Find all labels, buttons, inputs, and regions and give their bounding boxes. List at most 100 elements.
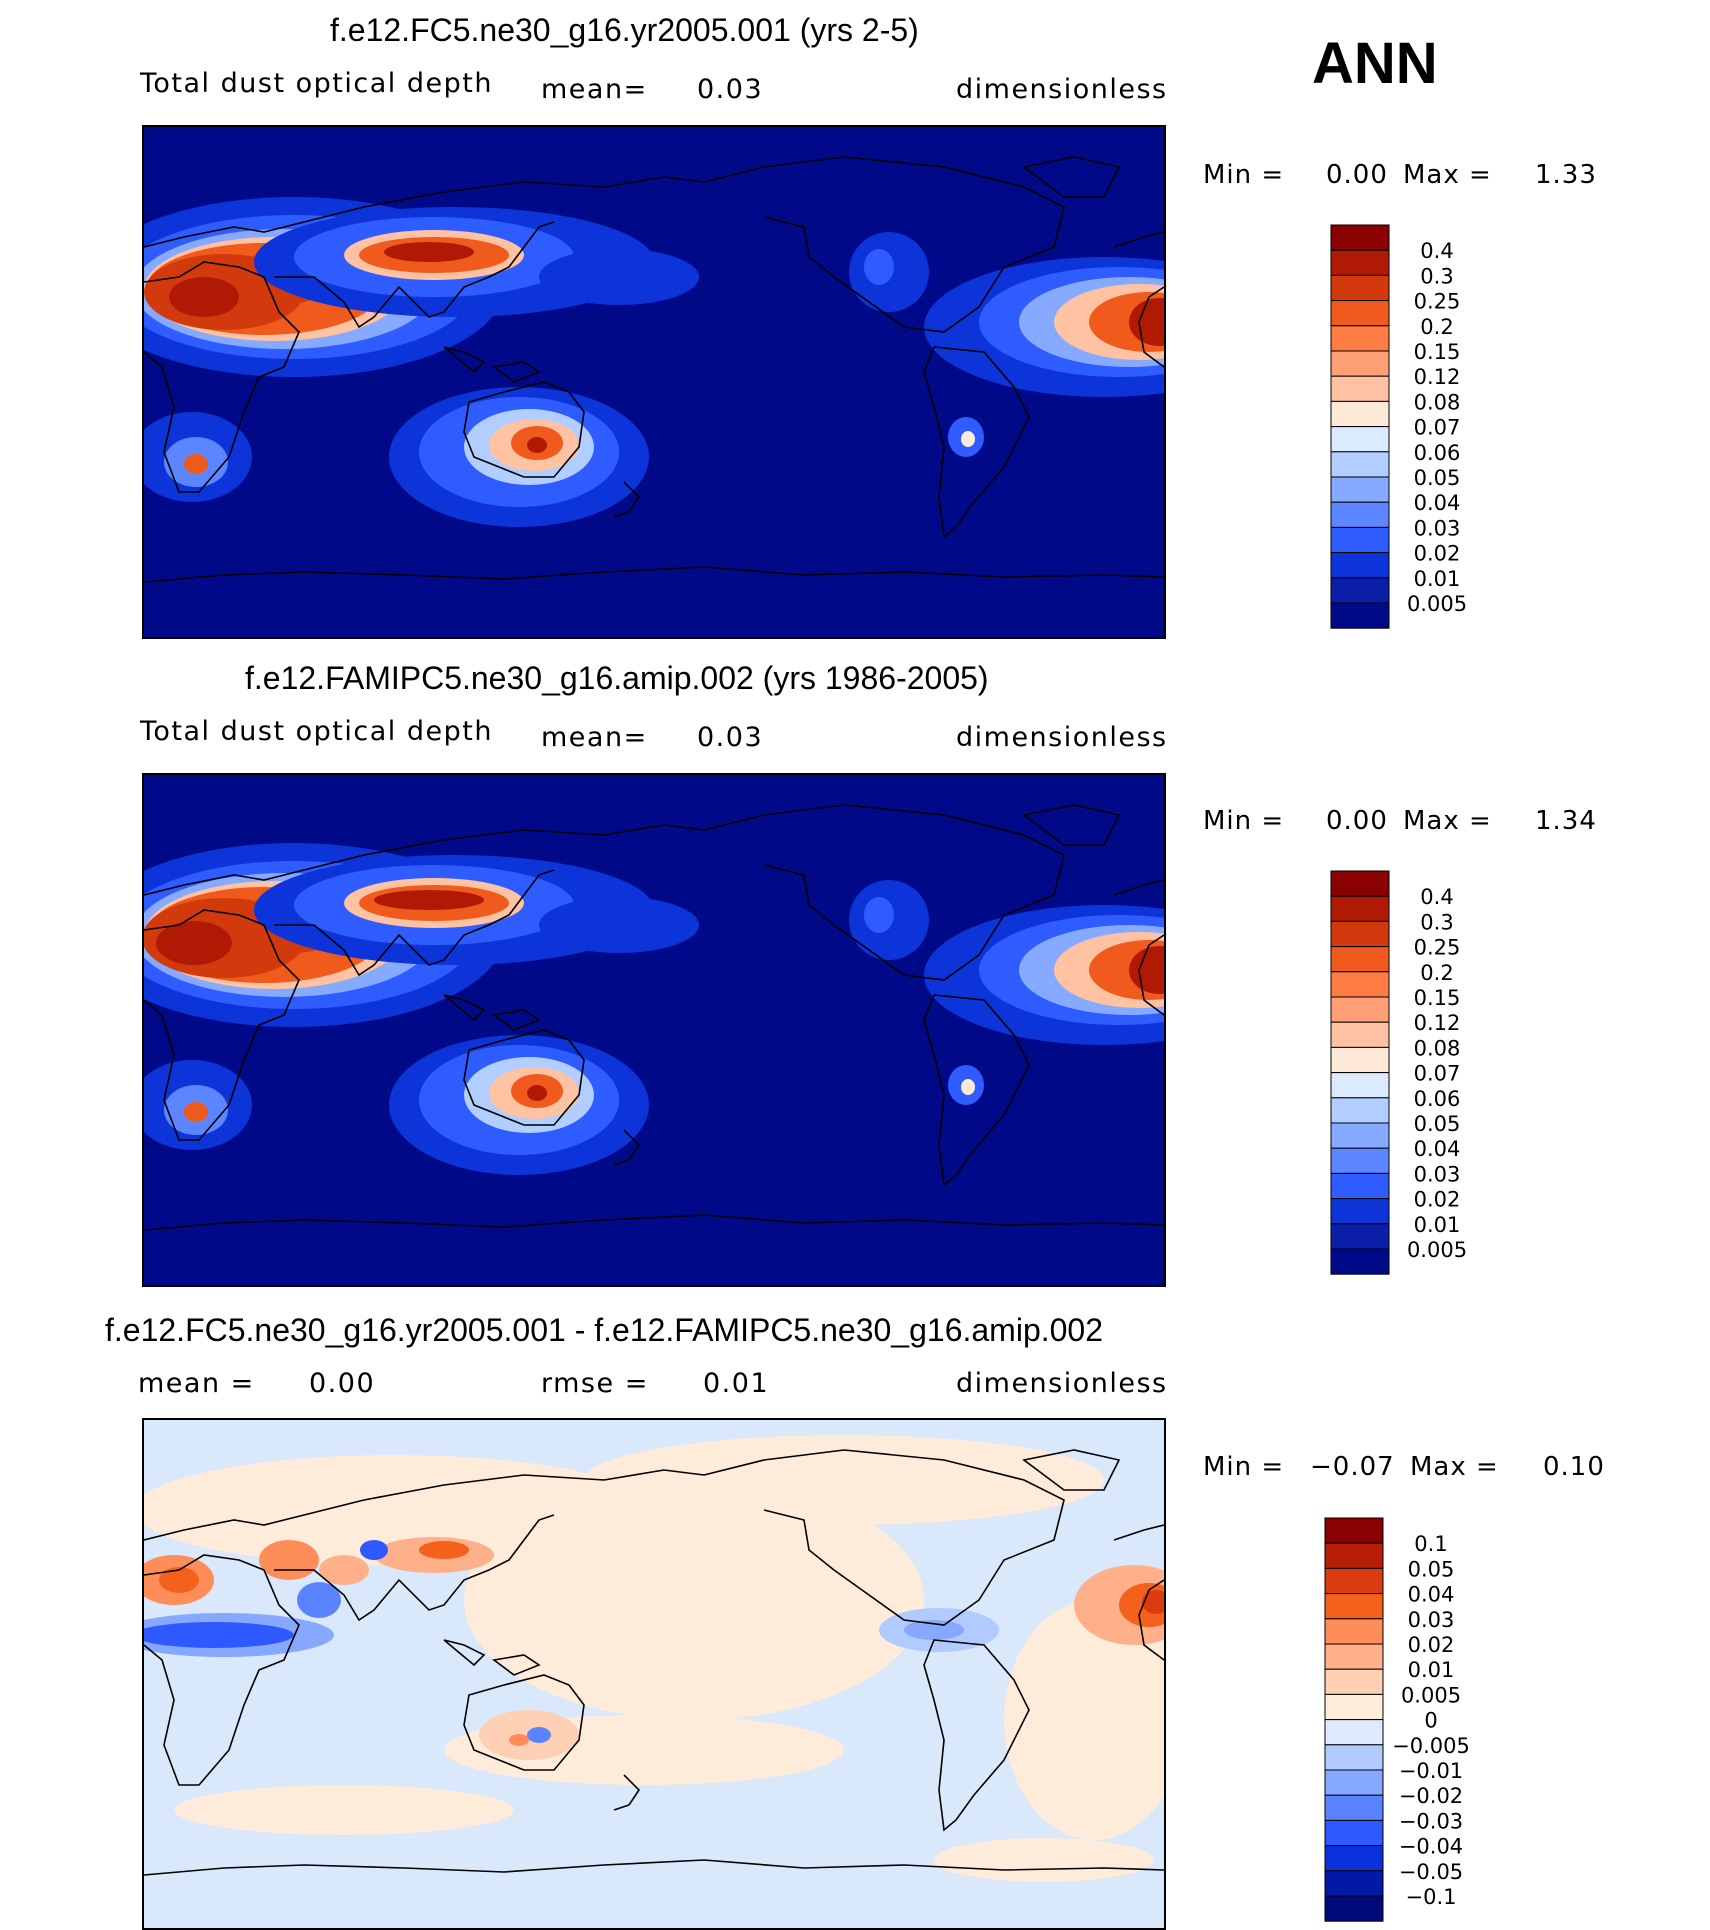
colorbar-swatch [1330,920,1390,948]
colorbar-tick-label: 0.4 [1420,885,1453,909]
colorbar-swatch [1330,1248,1390,1275]
panel3-rmse-label: rmse = [541,1368,649,1399]
colorbar-swatch [1324,1567,1384,1595]
colorbar-tick-label: 0.005 [1407,592,1467,616]
colorbar-tick-label: 0.15 [1414,986,1461,1010]
colorbar-swatch [1330,1046,1390,1074]
colorbar-tick-label: 0.02 [1414,1188,1461,1212]
colorbar-tick-label: 0.005 [1407,1238,1467,1262]
colorbar-tick-label: 0 [1424,1709,1437,1733]
colorbar-tick-label: 0.3 [1420,264,1453,288]
colorbar-swatch [1330,1172,1390,1200]
colorbar-swatch [1324,1794,1384,1821]
colorbar-swatch [1330,501,1390,528]
colorbar-swatch [1324,1845,1384,1872]
dust-field [144,843,1164,1175]
colorbar-tick-label: −0.1 [1406,1885,1457,1909]
colorbar-swatch [1324,1819,1384,1847]
colorbar-tick-label: 0.02 [1414,542,1461,566]
panel3-max-value: 0.10 [1543,1452,1605,1482]
colorbar-swatch [1324,1744,1384,1771]
colorbar-swatch [1330,602,1390,629]
colorbar-tick-label: 0.07 [1414,1062,1461,1086]
colorbar-swatch [1324,1769,1384,1796]
colorbar-tick-label: 0.4 [1420,239,1453,263]
colorbar-swatch [1330,325,1390,352]
panel1-variable-label: Total dust optical depth [140,68,493,99]
colorbar-tick-label: 0.03 [1408,1608,1455,1632]
colorbar-swatch [1324,1643,1384,1670]
panel3-map [142,1418,1166,1930]
panel2-map [142,773,1166,1287]
panel1-min-label: Min = [1203,160,1285,190]
colorbar-swatch [1330,552,1390,579]
colorbar-tick-label: 0.04 [1414,491,1461,515]
colorbar-tick-label: 0.1 [1414,1532,1447,1556]
colorbar-tick-label: 0.05 [1414,1112,1461,1136]
panel2-mean-label: mean= [541,722,648,753]
colorbar-swatch [1330,1021,1390,1048]
panel1-max-label: Max = [1403,160,1492,190]
colorbar-tick-label: 0.05 [1414,466,1461,490]
colorbar-swatch [1330,451,1390,478]
colorbar-tick-label: 0.07 [1414,416,1461,440]
colorbar-swatch [1330,300,1390,327]
colorbar-tick-label: 0.25 [1414,290,1461,314]
season-label: ANN [1312,31,1438,96]
dust-field [144,197,1164,527]
colorbar-tick-label: 0.04 [1408,1583,1455,1607]
colorbar-tick-label: 0.01 [1414,1213,1461,1237]
colorbar-swatch [1330,476,1390,503]
panel3-map-svg [144,1420,1164,1928]
colorbar-swatch [1324,1719,1384,1746]
colorbar-swatch [1330,996,1390,1023]
colorbar-swatch [1330,274,1390,302]
panel1-max-value: 1.33 [1535,160,1597,190]
colorbar-tick-label: 0.06 [1414,1087,1461,1111]
colorbar-tick-label: 0.01 [1408,1658,1455,1682]
colorbar-swatch [1324,1870,1384,1897]
colorbar-swatch [1330,895,1390,922]
colorbar-tick-label: 0.12 [1414,1011,1461,1035]
panel1-mean-label: mean= [541,74,648,105]
colorbar-swatch [1330,1147,1390,1174]
panel2-max-value: 1.34 [1535,806,1597,836]
colorbar-tick-label: −0.01 [1399,1759,1463,1783]
panel3-max-label: Max = [1410,1452,1499,1482]
colorbar-swatch [1324,1618,1384,1645]
panel2-mean-value: 0.03 [697,722,764,753]
colorbar-tick-label: −0.05 [1399,1860,1463,1884]
coastlines [144,804,1164,1231]
colorbar-swatch [1330,1223,1390,1250]
colorbar-swatch [1324,1668,1384,1695]
panel3-mean-label: mean = [138,1368,255,1399]
colorbar-tick-label: 0.02 [1408,1633,1455,1657]
colorbar-swatch [1330,971,1390,998]
colorbar-swatch [1330,526,1390,554]
difference-field [144,1435,1164,1882]
colorbar-tick-label: 0.25 [1414,936,1461,960]
colorbar-swatch [1330,1198,1390,1225]
colorbar-swatch [1330,350,1390,377]
panel2-map-svg [144,775,1164,1285]
panel2-title: f.e12.FAMIPC5.ne30_g16.amip.002 (yrs 198… [245,660,989,696]
panel2-units: dimensionless [956,722,1168,753]
panel3-mean-value: 0.00 [309,1368,376,1399]
panel1-mean-value: 0.03 [697,74,764,105]
colorbar-swatch [1330,224,1390,251]
colorbar-tick-label: −0.005 [1392,1734,1470,1758]
colorbar-tick-label: 0.005 [1401,1683,1461,1707]
colorbar-tick-label: −0.03 [1399,1809,1463,1833]
panel2-max-label: Max = [1403,806,1492,836]
panel3-min-label: Min = [1203,1452,1285,1482]
panel3-units: dimensionless [956,1368,1168,1399]
colorbar-swatch [1324,1517,1384,1544]
panel3-min-value: −0.07 [1310,1452,1395,1482]
colorbar-swatch [1330,1097,1390,1124]
panel2-min-value: 0.00 [1326,806,1388,836]
colorbar-swatch [1324,1693,1384,1721]
colorbar-swatch [1330,375,1390,402]
coastlines [144,1449,1164,1876]
panel1-map [142,125,1166,639]
colorbar-tick-label: 0.03 [1414,516,1461,540]
